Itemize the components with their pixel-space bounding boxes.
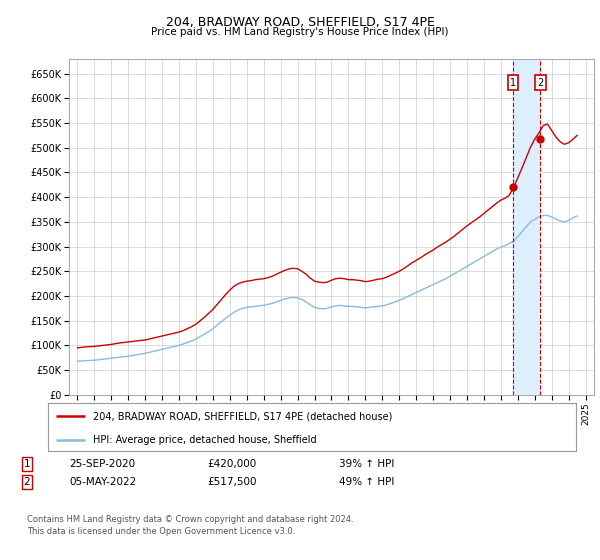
Text: 1: 1 xyxy=(510,77,516,87)
Text: Price paid vs. HM Land Registry's House Price Index (HPI): Price paid vs. HM Land Registry's House … xyxy=(151,27,449,37)
Text: £420,000: £420,000 xyxy=(207,459,256,469)
Text: HPI: Average price, detached house, Sheffield: HPI: Average price, detached house, Shef… xyxy=(93,435,317,445)
Text: 204, BRADWAY ROAD, SHEFFIELD, S17 4PE (detached house): 204, BRADWAY ROAD, SHEFFIELD, S17 4PE (d… xyxy=(93,411,392,421)
Text: £517,500: £517,500 xyxy=(207,477,257,487)
Text: 2: 2 xyxy=(23,477,31,487)
Text: 2: 2 xyxy=(538,77,544,87)
Text: Contains HM Land Registry data © Crown copyright and database right 2024.
This d: Contains HM Land Registry data © Crown c… xyxy=(27,515,353,536)
Text: 49% ↑ HPI: 49% ↑ HPI xyxy=(339,477,394,487)
Text: 204, BRADWAY ROAD, SHEFFIELD, S17 4PE: 204, BRADWAY ROAD, SHEFFIELD, S17 4PE xyxy=(166,16,434,29)
Text: 39% ↑ HPI: 39% ↑ HPI xyxy=(339,459,394,469)
Text: 1: 1 xyxy=(23,459,31,469)
Text: 25-SEP-2020: 25-SEP-2020 xyxy=(69,459,135,469)
Bar xyxy=(513,59,541,395)
Text: 05-MAY-2022: 05-MAY-2022 xyxy=(69,477,136,487)
